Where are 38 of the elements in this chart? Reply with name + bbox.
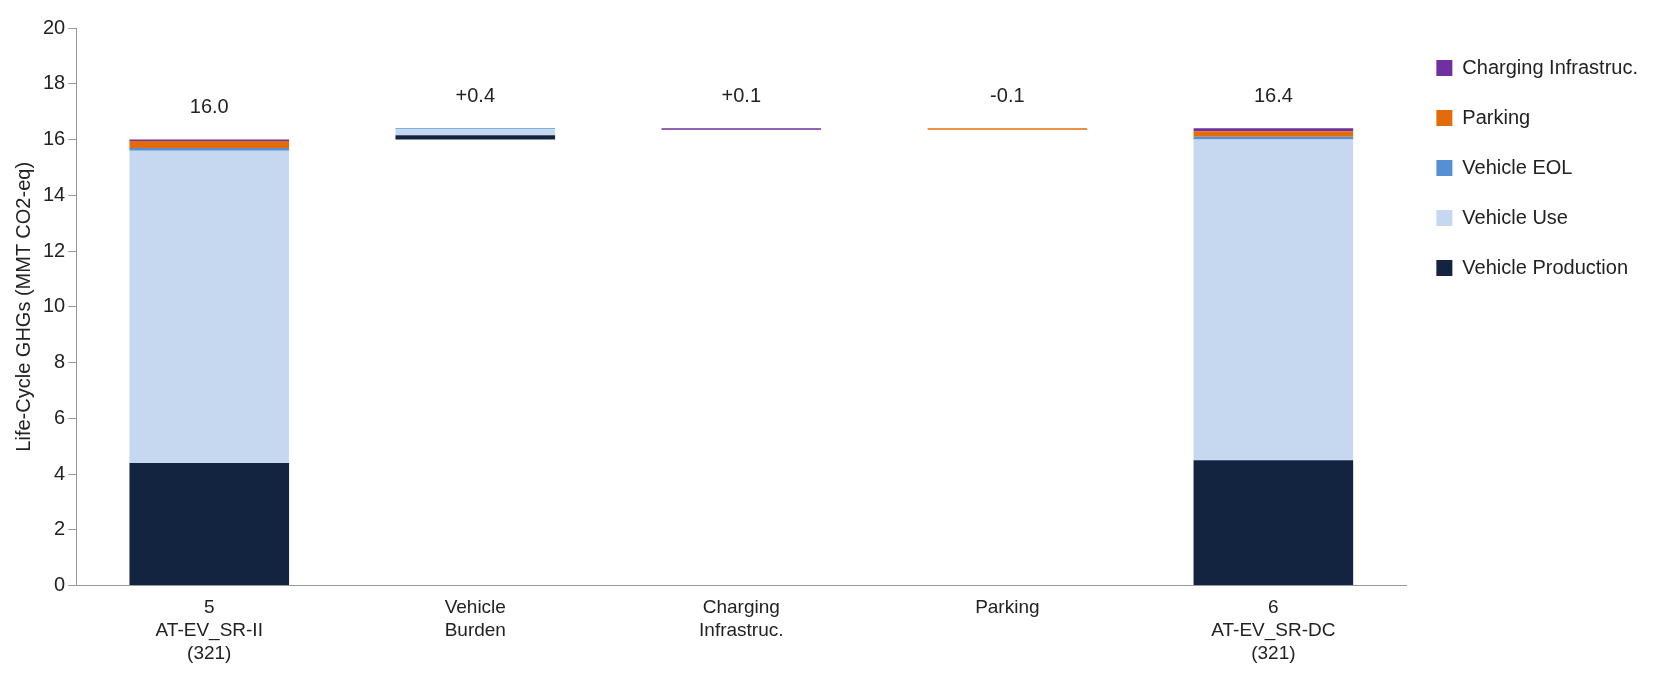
bar xyxy=(1193,136,1354,140)
y-tick-label: 20 xyxy=(43,15,66,38)
legend-label: Charging Infrastruc. xyxy=(1462,55,1639,78)
legend-label: Vehicle Production xyxy=(1462,255,1629,278)
annotation: +0.4 xyxy=(455,83,496,106)
y-tick-label: 12 xyxy=(43,238,66,261)
legend-label: Parking xyxy=(1462,105,1531,128)
bar xyxy=(395,129,556,136)
x-tick-label: Vehicle Burden xyxy=(444,596,506,641)
annotation: 16.0 xyxy=(189,95,229,118)
x-tick-label: 5 AT-EV_SR-II (321) xyxy=(155,596,263,663)
bar xyxy=(1193,131,1354,137)
legend-label: Vehicle EOL xyxy=(1462,155,1573,178)
bar xyxy=(129,147,290,151)
bar xyxy=(395,135,556,140)
annotation: -0.1 xyxy=(990,83,1025,106)
y-tick-label: 8 xyxy=(54,350,66,373)
y-tick-label: 4 xyxy=(54,461,66,484)
y-tick-label: 10 xyxy=(43,294,66,317)
bar xyxy=(129,150,290,463)
bar xyxy=(1193,139,1354,461)
annotation: 16.4 xyxy=(1253,83,1293,106)
y-tick-label: 16 xyxy=(43,127,66,150)
y-tick-label: 2 xyxy=(54,517,66,540)
y-tick-label: 14 xyxy=(43,182,66,205)
annotation: +0.1 xyxy=(721,83,762,106)
y-tick-label: 0 xyxy=(54,573,66,596)
bar xyxy=(129,140,290,148)
y-axis-title: Life-Cycle GHGs (MMT CO2-eq) xyxy=(11,161,34,452)
y-tick-label: 6 xyxy=(54,405,66,428)
bar xyxy=(129,462,290,586)
bar xyxy=(1193,128,1354,132)
bar xyxy=(1193,460,1354,586)
x-tick-label: Parking xyxy=(975,596,1040,618)
x-tick-label: 6 AT-EV_SR-DC (321) xyxy=(1211,596,1336,663)
legend-label: Vehicle Use xyxy=(1462,205,1568,228)
x-tick-label: Charging Infrastruc. xyxy=(699,596,784,641)
y-tick-label: 18 xyxy=(43,71,66,94)
